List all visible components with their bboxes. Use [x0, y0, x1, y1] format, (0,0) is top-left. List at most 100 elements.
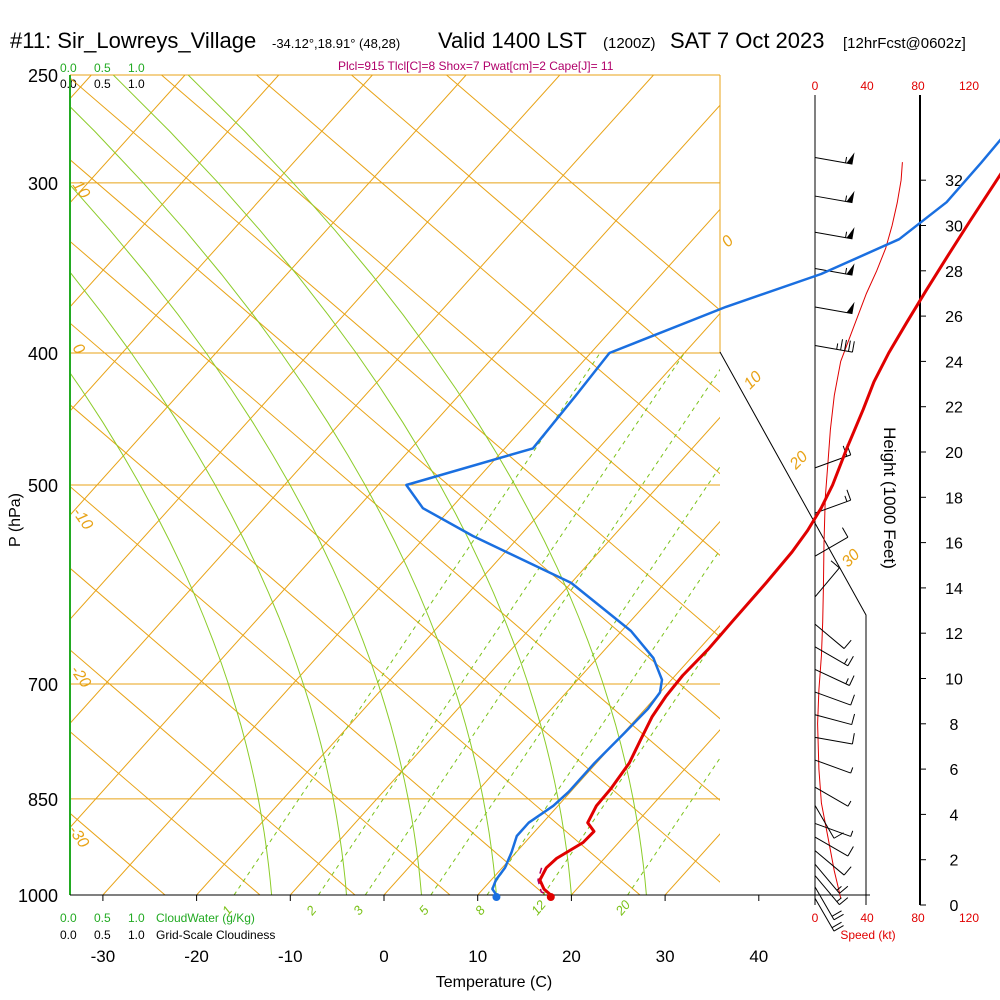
scale-label: 0.0	[60, 911, 77, 925]
wind-barb-staff	[814, 231, 853, 240]
pressure-tick-label: 300	[28, 174, 58, 194]
scale-label: 1.0	[128, 911, 145, 925]
x-tick-label: 0	[379, 947, 388, 966]
height-tick-label: 2	[950, 853, 959, 870]
wind-barb	[814, 527, 849, 557]
wind-barb-full	[847, 340, 851, 352]
wind-barb-full	[843, 639, 852, 649]
wind-barb-full	[846, 489, 852, 501]
wind-barb-staff	[814, 567, 840, 598]
wind-barb-staff	[814, 454, 851, 469]
wind-barb-staff	[814, 268, 853, 276]
x-tick-label: 10	[468, 947, 487, 966]
height-tick-label: 10	[945, 672, 963, 689]
height-tick-label: 26	[945, 309, 963, 326]
wind-barb-half	[845, 267, 848, 275]
isotherm-label: 20	[786, 448, 811, 473]
wind-barb	[814, 863, 849, 894]
isotherm-line	[383, 520, 720, 895]
adiabat-line	[70, 812, 166, 895]
wind-barb-full	[840, 339, 844, 351]
wind-barb-staff	[814, 714, 852, 726]
utc-time: (1200Z)	[603, 35, 656, 52]
wind-barb-full	[847, 656, 854, 667]
speed-tick-label: 120	[959, 911, 979, 925]
cloudwater-scale-top: 0.0 0.5 1.0	[60, 61, 145, 75]
scale-label: 0.0	[60, 928, 77, 942]
scale-label: 1.0	[128, 61, 145, 75]
wind-barb-flag	[846, 227, 855, 239]
wind-barb-full	[833, 913, 844, 921]
wind-barb-half	[836, 886, 842, 891]
wind-barb-staff	[814, 875, 840, 905]
mixing-ratio-line	[542, 632, 720, 895]
wind-barb	[814, 152, 855, 165]
mixing-ratio-line	[430, 465, 720, 895]
isotherm-label: 0	[69, 341, 88, 358]
wind-barb-half	[850, 767, 854, 774]
forecast-run: [12hrFcst@0602z]	[843, 35, 966, 52]
cloudiness-scale-bottom: 0.0 0.5 1.0 Grid-Scale Cloudiness	[60, 928, 275, 942]
adiabat-line	[70, 730, 261, 895]
height-tick-label: 6	[950, 762, 959, 779]
isotherm-label: -10	[69, 505, 96, 534]
adiabat-line	[160, 75, 720, 556]
adiabat-line	[445, 75, 720, 311]
wind-barb-staff	[814, 345, 853, 353]
isotherm-label: 10	[741, 368, 766, 393]
wind-barb-staff	[814, 863, 840, 894]
wind-barb-full	[850, 694, 855, 706]
wind-barb-staff	[814, 691, 851, 706]
wind-barb	[814, 805, 844, 839]
temperature-line	[538, 172, 1000, 897]
adiabat-line	[70, 77, 720, 638]
height-axis-title: Height (1000 Feet)	[880, 427, 899, 569]
wind-barb	[814, 560, 840, 598]
wind-barb-staff	[814, 805, 835, 839]
wind-barb-full	[851, 733, 855, 745]
moist-adiabat-line	[187, 75, 647, 895]
wind-barb-staff	[814, 536, 849, 557]
mixing-ratio-line	[364, 368, 720, 895]
speed-tick-label: 80	[911, 79, 925, 93]
height-tick-label: 22	[945, 400, 963, 417]
wind-barb	[814, 786, 852, 807]
height-tick-label: 30	[945, 219, 963, 236]
speed-axis-label: Speed (kt)	[840, 928, 895, 942]
wind-barb-half	[850, 830, 854, 837]
speed-scale-top: 0 40 80 120	[812, 79, 980, 93]
wind-barb-staff	[814, 822, 851, 837]
height-tick-label: 28	[945, 264, 963, 281]
adiabat-line	[70, 894, 71, 895]
moist-adiabat-line	[70, 371, 273, 895]
height-tick-label: 8	[950, 717, 959, 734]
wind-barb-staff	[814, 736, 853, 745]
wind-barb	[814, 227, 855, 240]
speed-tick-label: 80	[911, 911, 925, 925]
wind-barb	[814, 668, 855, 686]
cloudiness-scale-top: 0.0 0.5 1.0	[60, 77, 145, 91]
wind-barb-half	[836, 343, 839, 350]
mixing-ratio-label: 12	[528, 897, 549, 918]
moist-adiabat-line	[70, 105, 497, 895]
height-tick-label: 4	[950, 807, 959, 824]
mixing-ratio-line	[233, 352, 601, 895]
wind-barb-staff	[814, 886, 835, 921]
adiabat-line	[70, 485, 546, 895]
speed-tick-label: 120	[959, 79, 979, 93]
wind-barb-flag	[846, 152, 855, 165]
forecast-date: SAT 7 Oct 2023	[670, 28, 825, 53]
dewpoint-line	[405, 138, 1000, 896]
wind-barb-staff	[814, 897, 835, 932]
wind-barb-flag	[846, 301, 855, 314]
wind-barb	[814, 897, 844, 932]
pressure-tick-label: 1000	[18, 886, 58, 906]
isotherm-label: -30	[65, 823, 92, 852]
wind-barb-half	[845, 195, 848, 202]
scale-label: 0.5	[94, 911, 111, 925]
mixing-ratio-line	[627, 757, 720, 895]
plot-frame	[69, 75, 870, 896]
height-tick-label: 32	[945, 173, 963, 190]
